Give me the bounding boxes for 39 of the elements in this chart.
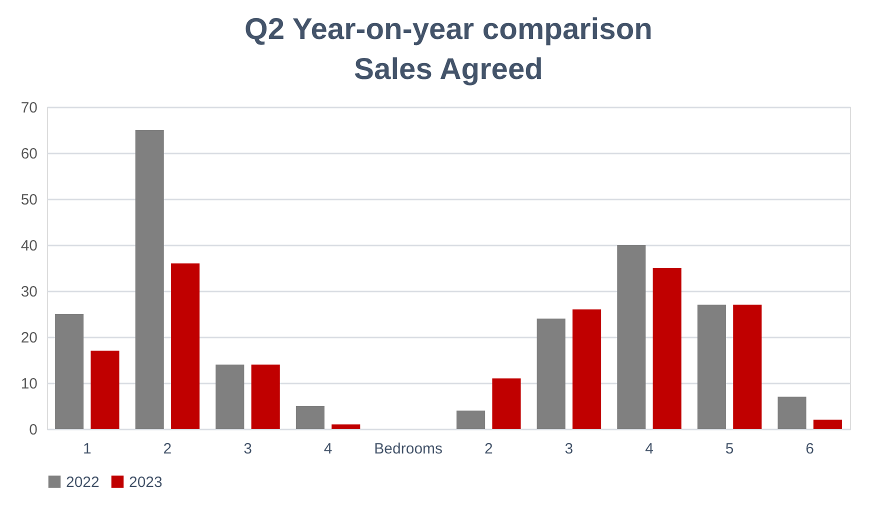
y-tick-label: 30 [20,284,38,300]
bar [332,424,360,429]
x-tick-label: Bedrooms [374,440,443,458]
bar [697,304,726,429]
y-tick-label: 70 [20,100,38,116]
y-tick-label: 60 [20,146,38,162]
bar [652,268,682,429]
bar [733,304,762,429]
bar [216,364,244,429]
bar [55,314,84,429]
bar [492,378,521,429]
bar [135,130,164,429]
x-tick-label: 1 [82,440,92,458]
bar [572,309,602,429]
legend-label: 2023 [129,474,162,491]
bar [617,245,646,429]
bar [171,263,200,429]
y-tick-label: 0 [29,422,38,438]
y-tick-label: 50 [20,192,38,208]
bar [251,364,280,429]
x-tick-label: 5 [725,440,734,458]
bar [90,350,120,429]
chart-title: Q2 Year-on-year comparison Sales Agreed [244,13,652,86]
x-tick-label: 6 [806,440,814,458]
bar [296,406,324,429]
bar [778,396,806,429]
x-tick-label: 4 [324,440,332,458]
y-tick-label: 20 [20,330,38,346]
bar [813,420,842,429]
x-tick-label: 2 [163,440,172,458]
x-tick-label: 4 [645,440,654,458]
bar [536,318,566,429]
x-tick-label: 2 [484,440,493,458]
x-tick-label: 3 [244,440,252,458]
x-tick-label: 3 [564,440,574,458]
bar [456,410,486,429]
y-tick-label: 40 [20,238,38,254]
y-tick-label: 10 [20,376,38,392]
legend-label: 2022 [66,474,100,491]
